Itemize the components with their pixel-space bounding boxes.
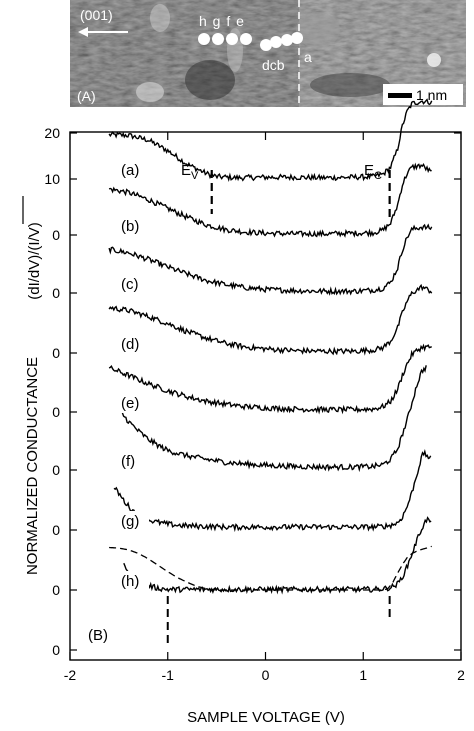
series-label-bg [118,216,149,236]
series-label-bg [118,334,149,354]
spectrum-line [108,162,432,238]
stm-bright-spot [136,82,164,102]
measurement-points-bottom [260,32,303,51]
spectrum-line [108,223,433,296]
series-label: (g) [121,513,139,530]
y-tick-label: 0 [52,227,60,243]
spectrum-line [108,283,433,356]
x-tick-label: 0 [262,667,270,683]
y-tick-label: 0 [52,582,60,598]
y-axis-label-text: NORMALIZED CONDUCTANCE [24,357,41,575]
y-tick-label: 0 [52,642,60,658]
x-axis-ticks: -2 -1 0 1 2 [64,132,465,683]
stm-bright-spot [296,12,340,48]
measurement-point-d [260,39,272,51]
x-tick-label: -1 [162,667,175,683]
spectrum-line [123,516,432,595]
panel-b-label: (B) [88,627,108,644]
series-labels: (a) (b) (c) (d) (e) (f) (g) (h) [118,160,149,591]
measurement-points-top [198,33,252,45]
y-tick-label: 0 [52,404,60,420]
y-tick-label: 10 [44,171,60,187]
measurement-point-c [270,36,282,48]
stm-bright-spot [427,53,441,67]
stm-dark-spot [185,60,235,100]
series-label-bg [118,571,149,591]
spectrum-line [118,365,427,473]
series-label: (f) [121,453,135,470]
scale-bar-box [383,84,463,105]
series-label-bg [118,451,149,471]
x-tick-label: 2 [457,667,465,683]
stm-dark-spot [310,73,390,97]
series-label: (b) [121,218,139,235]
series-label: (e) [121,395,139,412]
series-label: (h) [121,573,139,590]
scale-bar-label: 1 nm [416,87,447,103]
series-label-bg [118,274,149,294]
panel-a-label: (A) [77,88,96,104]
measurement-point-a [291,32,303,44]
y-axis-ticks: 0 0 0 0 0 0 0 0 10 20 [44,125,461,658]
series-label-bg [118,393,149,413]
y-axis-label: NORMALIZED CONDUCTANCE (dI/dV)/(I/V) [22,196,43,575]
measurement-point-g [212,33,224,45]
series-label-bg [118,511,149,531]
scale-bar [388,93,412,98]
x-tick-label: -2 [64,667,77,683]
reference-spectrum-dashed [109,545,432,591]
measurement-point-e [240,33,252,45]
direction-label: (001) [80,7,113,23]
y-tick-label: 20 [44,125,60,141]
y-tick-label: 0 [52,522,60,538]
point-label-a: a [304,49,312,65]
ev-label: EV [181,162,199,182]
x-tick-label: 1 [359,667,367,683]
point-labels-top: h g f e [199,13,245,29]
ec-label: EC [364,162,382,182]
measurement-point-h [198,33,210,45]
measurement-point-f [226,33,238,45]
series-label: (a) [121,162,139,179]
series-label: (d) [121,336,139,353]
y-tick-label: 0 [52,462,60,478]
y-tick-label: 0 [52,345,60,361]
stm-image-panel: (001) h g f e dcb a (A) 1 nm [70,0,466,107]
y-axis-formula: (dI/dV)/(I/V) [26,222,43,300]
spectrum-line [113,448,432,533]
spectrum-line [108,343,432,415]
point-labels-bottom: dcb [262,57,285,73]
measurement-point-b [281,34,293,46]
x-axis-label: SAMPLE VOLTAGE (V) [187,709,345,726]
y-tick-label: 0 [52,285,60,301]
stm-bright-spot [150,4,170,32]
series-label: (c) [121,276,139,293]
series-layer [108,98,433,595]
series-label-bg [118,160,149,180]
spectrum-line [108,98,433,183]
arrow-head-icon [78,27,88,37]
